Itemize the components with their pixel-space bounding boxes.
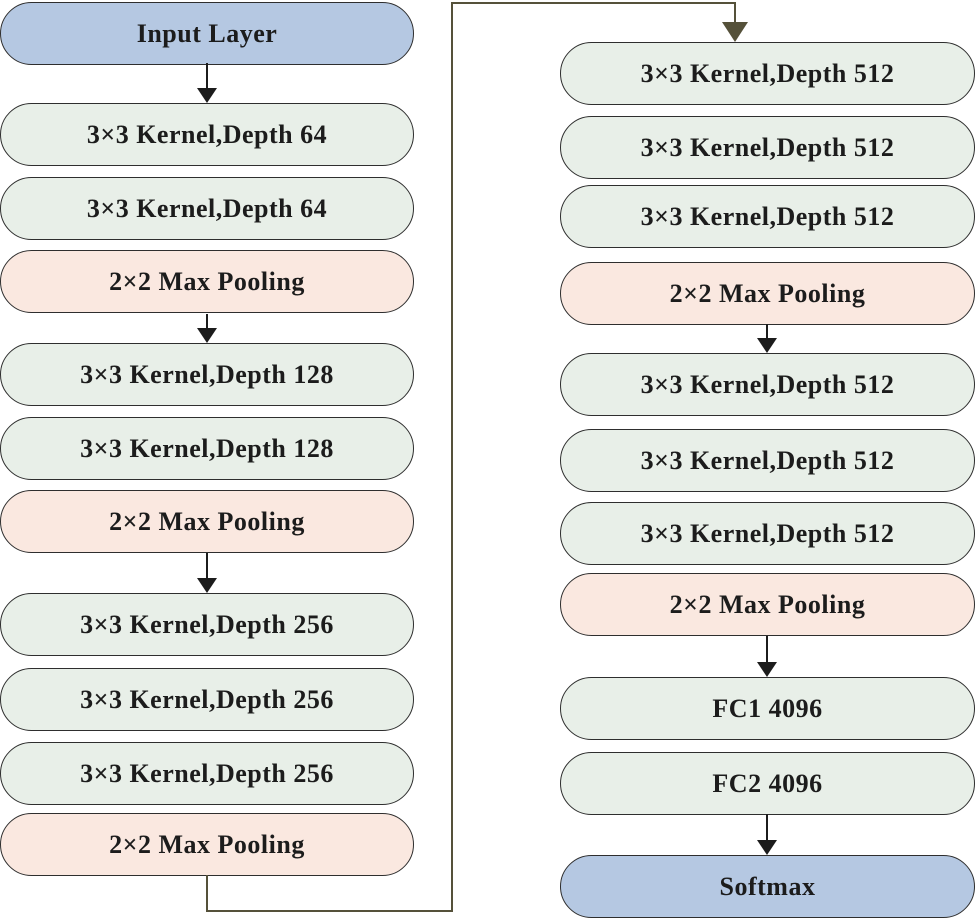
fc-layer-node: FC2 4096 (560, 752, 975, 815)
connector-line (734, 2, 736, 23)
connector-line (206, 875, 208, 912)
fc-layer-node: FC1 4096 (560, 677, 975, 740)
conv-layer-node: 3×3 Kernel,Depth 64 (0, 103, 414, 166)
softmax-node: Softmax (560, 855, 975, 918)
conv-layer-node: 3×3 Kernel,Depth 128 (0, 343, 414, 406)
conv-layer-node: 3×3 Kernel,Depth 512 (560, 42, 975, 105)
arrow-down-icon (757, 324, 777, 353)
max-pooling-node: 2×2 Max Pooling (0, 490, 414, 553)
arrow-down-icon (197, 63, 217, 103)
conv-layer-node: 3×3 Kernel,Depth 256 (0, 742, 414, 805)
connector-line (206, 910, 453, 912)
conv-layer-node: 3×3 Kernel,Depth 512 (560, 353, 975, 416)
arrow-down-icon (757, 636, 777, 677)
arrow-down-icon (197, 553, 217, 593)
arrow-down-icon (197, 314, 217, 343)
input-layer-node: Input Layer (0, 2, 414, 65)
max-pooling-node: 2×2 Max Pooling (560, 573, 975, 636)
conv-layer-node: 3×3 Kernel,Depth 512 (560, 185, 975, 248)
connector-arrowhead-icon (722, 22, 748, 42)
connector-line (451, 2, 736, 4)
arrow-down-icon (757, 814, 777, 855)
conv-layer-node: 3×3 Kernel,Depth 512 (560, 116, 975, 179)
connector-line (451, 2, 453, 912)
conv-layer-node: 3×3 Kernel,Depth 128 (0, 417, 414, 480)
conv-layer-node: 3×3 Kernel,Depth 256 (0, 668, 414, 731)
max-pooling-node: 2×2 Max Pooling (0, 250, 414, 313)
conv-layer-node: 3×3 Kernel,Depth 256 (0, 593, 414, 656)
conv-layer-node: 3×3 Kernel,Depth 64 (0, 177, 414, 240)
conv-layer-node: 3×3 Kernel,Depth 512 (560, 502, 975, 565)
max-pooling-node: 2×2 Max Pooling (560, 262, 975, 325)
max-pooling-node: 2×2 Max Pooling (0, 813, 414, 876)
conv-layer-node: 3×3 Kernel,Depth 512 (560, 429, 975, 492)
